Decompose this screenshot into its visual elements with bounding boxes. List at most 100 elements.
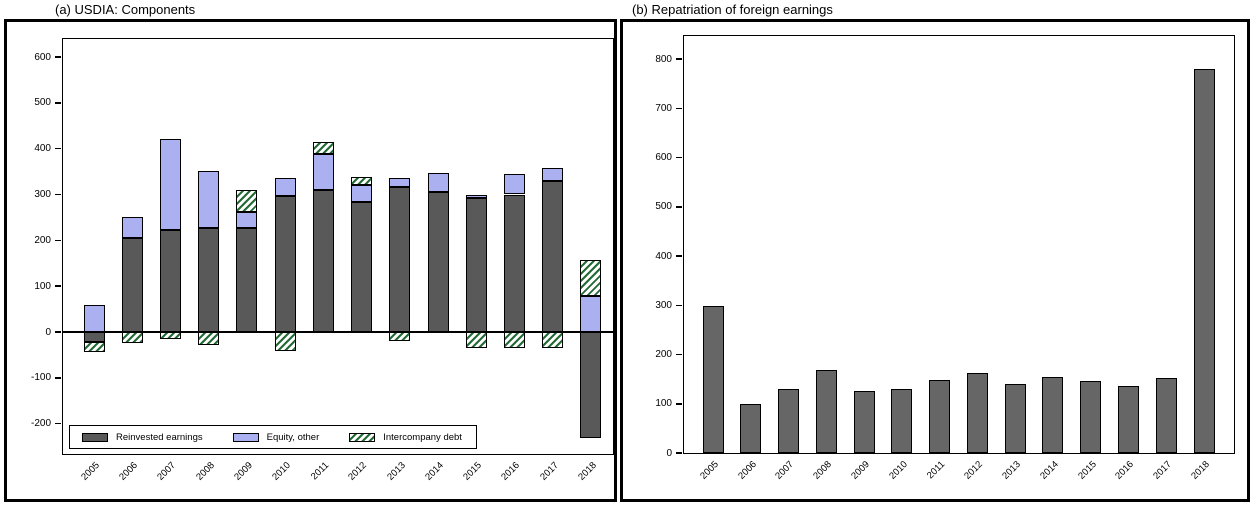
y-axis-tick — [676, 206, 682, 208]
bar-2009-intercompany-debt — [236, 189, 258, 212]
legend-label-intercompany-debt: Intercompany debt — [383, 431, 462, 443]
bar-2011-values — [929, 380, 951, 453]
bar-2013-intercompany-debt — [389, 332, 411, 342]
plot-area-b: 800 700 600 500 400 300 200 100 0 2005 2006 2007 200… — [655, 35, 1235, 482]
bar-2008-intercompany-debt — [198, 332, 220, 345]
y-tick-label: 200 — [34, 234, 51, 246]
bar-2006-reinvested-earnings — [121, 238, 143, 332]
y-tick-label: 100 — [655, 398, 672, 410]
y-axis-tick — [676, 255, 682, 257]
y-tick-label: 500 — [34, 97, 51, 109]
y-axis-tick — [676, 452, 682, 454]
bar-2005-intercompany-debt — [83, 342, 105, 352]
bar-2013-reinvested-earnings — [389, 186, 411, 332]
bar-2008-values — [815, 370, 837, 453]
bar-2011-equity-other — [312, 154, 334, 190]
y-axis-tick — [55, 331, 61, 333]
y-axis-tick — [676, 107, 682, 109]
bar-2012-reinvested-earnings — [351, 201, 373, 332]
plot-area-a: Reinvested earnings Equity, other Interc… — [31, 38, 614, 483]
y-tick-label: -100 — [30, 372, 51, 384]
y-axis-tick — [55, 193, 61, 196]
y-axis-tick — [55, 285, 61, 287]
bar-2007-reinvested-earnings — [159, 230, 181, 332]
bar-2017-values — [1155, 378, 1177, 453]
y-axis-tick — [55, 102, 61, 104]
bar-2017-equity-other — [542, 167, 564, 181]
legend-item-reinvested-earnings: Reinvested earnings — [82, 432, 203, 443]
y-tick-label: 800 — [655, 53, 672, 65]
bar-2007-values — [778, 388, 800, 453]
legend-item-equity-other: Equity, other — [232, 431, 320, 443]
bar-2013-equity-other — [389, 178, 411, 187]
bar-2016-values — [1117, 386, 1139, 453]
y-axis-tick — [55, 239, 61, 242]
bar-2010-reinvested-earnings — [274, 195, 296, 332]
y-tick-label: 300 — [655, 299, 672, 311]
bar-2016-equity-other — [504, 174, 526, 195]
legend-swatch-intercompany-debt — [349, 432, 376, 442]
bar-2009-values — [853, 391, 875, 453]
y-tick-label: 0 — [666, 447, 672, 459]
legend-swatch-reinvested-earnings — [82, 432, 108, 442]
bar-2006-intercompany-debt — [121, 332, 143, 344]
bar-2011-intercompany-debt — [312, 141, 334, 155]
bar-2015-equity-other — [465, 194, 487, 198]
bar-2008-equity-other — [198, 171, 220, 228]
bar-2016-reinvested-earnings — [504, 194, 526, 332]
y-axis-tick — [676, 58, 682, 60]
y-tick-label: 700 — [655, 102, 672, 114]
bar-2006-values — [740, 403, 762, 453]
bar-2016-intercompany-debt — [504, 332, 526, 349]
y-tick-label: -200 — [30, 418, 51, 430]
y-tick-label: 200 — [655, 349, 672, 360]
bar-2010-values — [891, 388, 913, 453]
bar-2018-intercompany-debt — [580, 259, 602, 297]
bar-2018-reinvested-earnings — [580, 332, 602, 439]
zero-axis-line — [63, 331, 613, 333]
y-axis-tick — [55, 377, 61, 379]
bar-2007-equity-other — [159, 139, 181, 231]
bar-2012-equity-other — [351, 185, 373, 202]
bar-2007-intercompany-debt — [159, 332, 181, 339]
bar-2013-values — [1004, 383, 1026, 453]
legend-label-equity-other: Equity, other — [266, 431, 320, 443]
bar-2015-reinvested-earnings — [465, 197, 487, 332]
y-tick-label: 300 — [34, 189, 51, 200]
bar-2012-values — [966, 373, 988, 453]
bar-2010-equity-other — [274, 177, 296, 196]
bar-2015-values — [1080, 381, 1102, 453]
bar-2017-reinvested-earnings — [542, 180, 564, 332]
legend-swatch-equity-other — [232, 432, 259, 442]
y-axis-tick — [676, 156, 682, 159]
panel-b-title: (b) Repatriation of foreign earnings — [632, 2, 833, 17]
bar-2011-reinvested-earnings — [312, 189, 334, 332]
bar-2015-intercompany-debt — [465, 332, 487, 349]
bar-2009-reinvested-earnings — [236, 228, 258, 332]
bar-2018-equity-other — [580, 296, 602, 332]
bar-2010-intercompany-debt — [274, 332, 296, 352]
bar-2014-equity-other — [427, 172, 449, 192]
y-axis-tick — [55, 422, 61, 425]
bar-2005-reinvested-earnings — [83, 332, 105, 343]
bar-2018-values — [1193, 69, 1215, 453]
bar-2005-equity-other — [83, 304, 105, 332]
bar-2006-equity-other — [121, 216, 143, 239]
y-tick-label: 100 — [34, 280, 51, 292]
bar-2014-reinvested-earnings — [427, 191, 449, 332]
bar-2009-equity-other — [236, 211, 258, 229]
bar-2017-intercompany-debt — [542, 332, 564, 349]
y-tick-label: 600 — [655, 152, 672, 163]
y-tick-label: 400 — [655, 250, 672, 262]
legend-box: Reinvested earnings Equity, other Interc… — [69, 425, 477, 449]
bar-2014-values — [1042, 377, 1064, 453]
y-axis-tick — [676, 304, 682, 306]
bar-2008-reinvested-earnings — [198, 227, 220, 332]
y-tick-label: 0 — [45, 326, 51, 338]
y-axis-tick — [676, 353, 682, 356]
y-axis-tick — [676, 403, 682, 405]
panel-a-title: (a) USDIA: Components — [55, 2, 196, 17]
y-axis-tick — [55, 147, 61, 150]
legend-item-intercompany-debt: Intercompany debt — [349, 432, 462, 443]
